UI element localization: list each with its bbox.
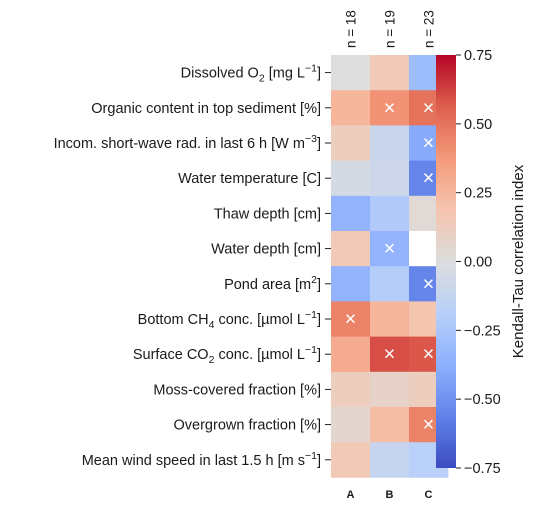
heatmap-cell: [370, 160, 410, 197]
heatmap-cell: [370, 266, 410, 302]
heatmap-cell: [370, 231, 410, 267]
n-label: n = 19: [383, 10, 398, 48]
heatmap-cell: [370, 371, 410, 408]
heatmap-cell: [331, 195, 371, 232]
heatmap-cell: [370, 407, 410, 443]
row-label: Bottom CH4 conc. [µmol L−1]: [138, 309, 321, 331]
row-label: Incom. short-wave rad. in last 6 h [W m−…: [54, 133, 321, 152]
n-label: n = 23: [422, 10, 437, 48]
column-label: A: [347, 489, 355, 501]
n-label: n = 18: [344, 10, 359, 48]
significance-marker: ×: [423, 97, 435, 119]
heatmap-cell: [331, 371, 371, 408]
colorbar: 0.75 0.50 0.25 0.00 −0.25 −0.50 −0.75 Kendall-T…: [436, 48, 527, 477]
colorbar-tick-label: 0.25: [464, 186, 492, 202]
row-label: Organic content in top sediment [%]: [91, 101, 321, 117]
colorbar-tick-label: −0.50: [464, 392, 501, 408]
colorbar-title: Kendall-Tau correlation index: [510, 164, 527, 358]
significance-markers: × × × × × × × × × ×: [345, 97, 435, 436]
row-label: Water temperature [C]: [178, 171, 321, 187]
heatmap-cell: [331, 160, 371, 197]
heatmap-cell: [370, 195, 410, 232]
heatmap-cell: [370, 442, 410, 478]
heatmap-cell: [370, 90, 410, 126]
significance-marker: ×: [384, 344, 396, 366]
significance-marker: ×: [423, 168, 435, 190]
colorbar-tick-label: 0.50: [464, 117, 492, 133]
colorbar-tick-label: 0.75: [464, 48, 492, 64]
heatmap-cell: [370, 125, 410, 161]
row-label: Overgrown fraction [%]: [174, 418, 321, 434]
colorbar-tick-label: −0.75: [464, 461, 501, 477]
row-label: Water depth [cm]: [211, 242, 321, 258]
row-label: Thaw depth [cm]: [214, 206, 321, 222]
row-label: Moss-covered fraction [%]: [153, 382, 321, 398]
row-label: Dissolved O2 [mg L−1]: [181, 63, 321, 85]
heatmap-cell: [370, 336, 410, 373]
heatmap-cell: [370, 55, 410, 91]
heatmap-cell: [370, 301, 410, 337]
colorbar-gradient: [436, 55, 456, 468]
significance-marker: ×: [384, 97, 396, 119]
row-label: Mean wind speed in last 1.5 h [m s−1]: [82, 450, 321, 469]
significance-marker: ×: [423, 273, 435, 295]
row-labels: Dissolved O2 [mg L−1] Organic content in …: [54, 63, 331, 469]
heatmap-cell: [331, 407, 371, 443]
significance-marker: ×: [423, 133, 435, 155]
column-labels: A B C: [347, 489, 433, 501]
heatmap-cell: [331, 90, 371, 126]
colorbar-tick-label: 0.00: [464, 255, 492, 271]
heatmap-cell: [331, 442, 371, 478]
n-labels: n = 18 n = 19 n = 23: [344, 10, 437, 48]
significance-marker: ×: [345, 309, 357, 331]
row-label: Surface CO2 conc. [µmol L−1]: [133, 344, 321, 366]
significance-marker: ×: [384, 238, 396, 260]
column-label: B: [386, 489, 394, 501]
significance-marker: ×: [423, 344, 435, 366]
heatmap-cell: [331, 266, 371, 302]
heatmap-cell: [331, 336, 371, 373]
colorbar-tick-label: −0.25: [464, 323, 501, 339]
heatmap-cell: [331, 231, 371, 267]
column-label: C: [425, 489, 433, 501]
heatmap-cell: [331, 301, 371, 337]
significance-marker: ×: [423, 414, 435, 436]
heatmap-cell: [331, 125, 371, 161]
heatmap-cell: [331, 55, 371, 91]
row-label: Pond area [m2]: [224, 274, 321, 293]
